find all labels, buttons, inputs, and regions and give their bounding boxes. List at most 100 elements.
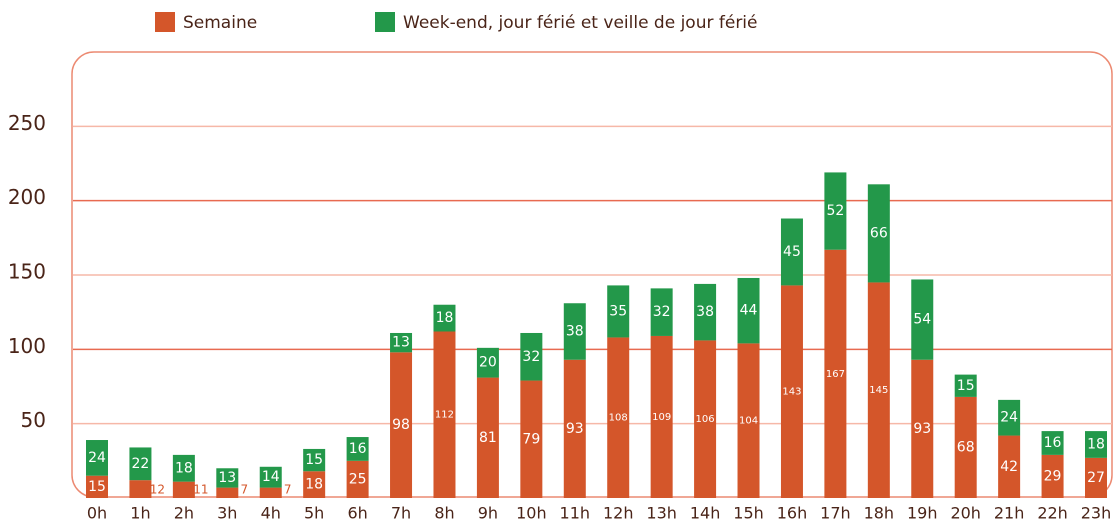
x-tick-label: 1h xyxy=(130,504,150,523)
bar-segment xyxy=(476,377,499,498)
value-label: 18 xyxy=(436,310,454,326)
value-label: 81 xyxy=(479,430,497,446)
value-label: 112 xyxy=(435,410,454,421)
x-tick-label: 11h xyxy=(560,504,591,523)
bar-segment xyxy=(86,440,108,476)
y-tick-label: 100 xyxy=(8,334,46,358)
value-label: 42 xyxy=(1000,459,1018,475)
value-label: 24 xyxy=(1000,410,1018,426)
value-label: 7 xyxy=(284,483,292,497)
bar-segment xyxy=(998,435,1021,498)
x-tick-label: 14h xyxy=(690,504,721,523)
bar-segment xyxy=(607,285,630,338)
value-label: 14 xyxy=(262,469,280,485)
bar-segment xyxy=(998,399,1021,436)
value-label: 18 xyxy=(305,477,323,493)
bar-segment xyxy=(867,184,890,283)
legend-label: Semaine xyxy=(183,13,257,33)
value-label: 24 xyxy=(88,450,106,466)
value-label: 15 xyxy=(957,378,975,394)
value-label: 16 xyxy=(349,441,367,457)
bar-segment xyxy=(129,480,152,498)
value-label: 29 xyxy=(1044,468,1062,484)
value-label: 109 xyxy=(652,412,671,423)
bar-segment xyxy=(433,304,456,332)
bar-segment xyxy=(476,347,499,378)
value-label: 16 xyxy=(1044,435,1062,451)
bar-segment xyxy=(824,172,847,250)
x-tick-label: 10h xyxy=(516,504,547,523)
value-label: 98 xyxy=(392,417,410,433)
value-label: 45 xyxy=(783,244,801,260)
x-tick-label: 9h xyxy=(478,504,498,523)
bar-segment xyxy=(303,448,326,472)
x-tick-label: 16h xyxy=(777,504,808,523)
bar-segment xyxy=(259,487,282,498)
value-label: 54 xyxy=(913,312,931,328)
bar-segment xyxy=(1085,431,1107,458)
value-label: 38 xyxy=(696,304,714,320)
value-label: 18 xyxy=(1087,436,1105,452)
bar-segment xyxy=(911,279,934,360)
bar-segment xyxy=(737,343,760,498)
x-tick-label: 2h xyxy=(174,504,194,523)
x-tick-label: 17h xyxy=(820,504,851,523)
value-label: 18 xyxy=(175,460,193,476)
value-label: 32 xyxy=(522,349,540,365)
value-label: 68 xyxy=(957,439,975,455)
bar-segment xyxy=(824,249,847,498)
bar-segment xyxy=(563,359,586,498)
x-tick-label: 21h xyxy=(994,504,1025,523)
bar-segment xyxy=(650,288,673,336)
bar-segment xyxy=(694,340,717,498)
bar-segment xyxy=(216,468,239,488)
value-label: 79 xyxy=(522,431,540,447)
x-tick-label: 3h xyxy=(217,504,237,523)
value-label: 108 xyxy=(609,413,628,424)
bar-segment xyxy=(650,335,673,498)
bar-segment xyxy=(780,285,803,498)
bar-segment xyxy=(390,332,413,353)
bar-segment xyxy=(86,475,108,498)
value-label: 93 xyxy=(913,421,931,437)
y-tick-label: 250 xyxy=(8,111,46,135)
bar-segment xyxy=(259,466,282,488)
y-tick-label: 50 xyxy=(21,408,46,432)
value-label: 12 xyxy=(150,483,165,497)
value-label: 13 xyxy=(392,335,410,351)
bar-segment xyxy=(954,396,977,498)
bar-segment xyxy=(520,332,543,381)
value-label: 143 xyxy=(782,387,801,398)
bar-segment xyxy=(346,437,369,461)
bar-segment xyxy=(520,380,543,498)
bar-segment xyxy=(911,359,934,498)
bar-segment xyxy=(1041,454,1064,498)
value-label: 32 xyxy=(653,304,671,320)
y-tick-label: 200 xyxy=(8,185,46,209)
x-tick-label: 18h xyxy=(864,504,895,523)
value-label: 38 xyxy=(566,323,584,339)
bar-segment xyxy=(737,277,760,344)
legend-swatch xyxy=(375,12,395,32)
value-label: 104 xyxy=(739,416,758,427)
value-label: 66 xyxy=(870,225,888,241)
x-tick-label: 5h xyxy=(304,504,324,523)
bar-segment xyxy=(303,471,326,498)
value-label: 93 xyxy=(566,421,584,437)
x-tick-label: 13h xyxy=(646,504,677,523)
value-label: 35 xyxy=(609,303,627,319)
bar-segment xyxy=(172,481,195,498)
bar-segment xyxy=(607,337,630,498)
value-label: 7 xyxy=(240,483,248,497)
bar-segment xyxy=(433,331,456,498)
value-label: 20 xyxy=(479,355,497,371)
x-tick-label: 20h xyxy=(950,504,981,523)
bar-segment xyxy=(1085,457,1107,498)
x-tick-label: 15h xyxy=(733,504,764,523)
value-label: 25 xyxy=(349,471,367,487)
x-tick-label: 12h xyxy=(603,504,634,523)
value-label: 15 xyxy=(305,452,323,468)
bar-segment xyxy=(390,352,413,498)
